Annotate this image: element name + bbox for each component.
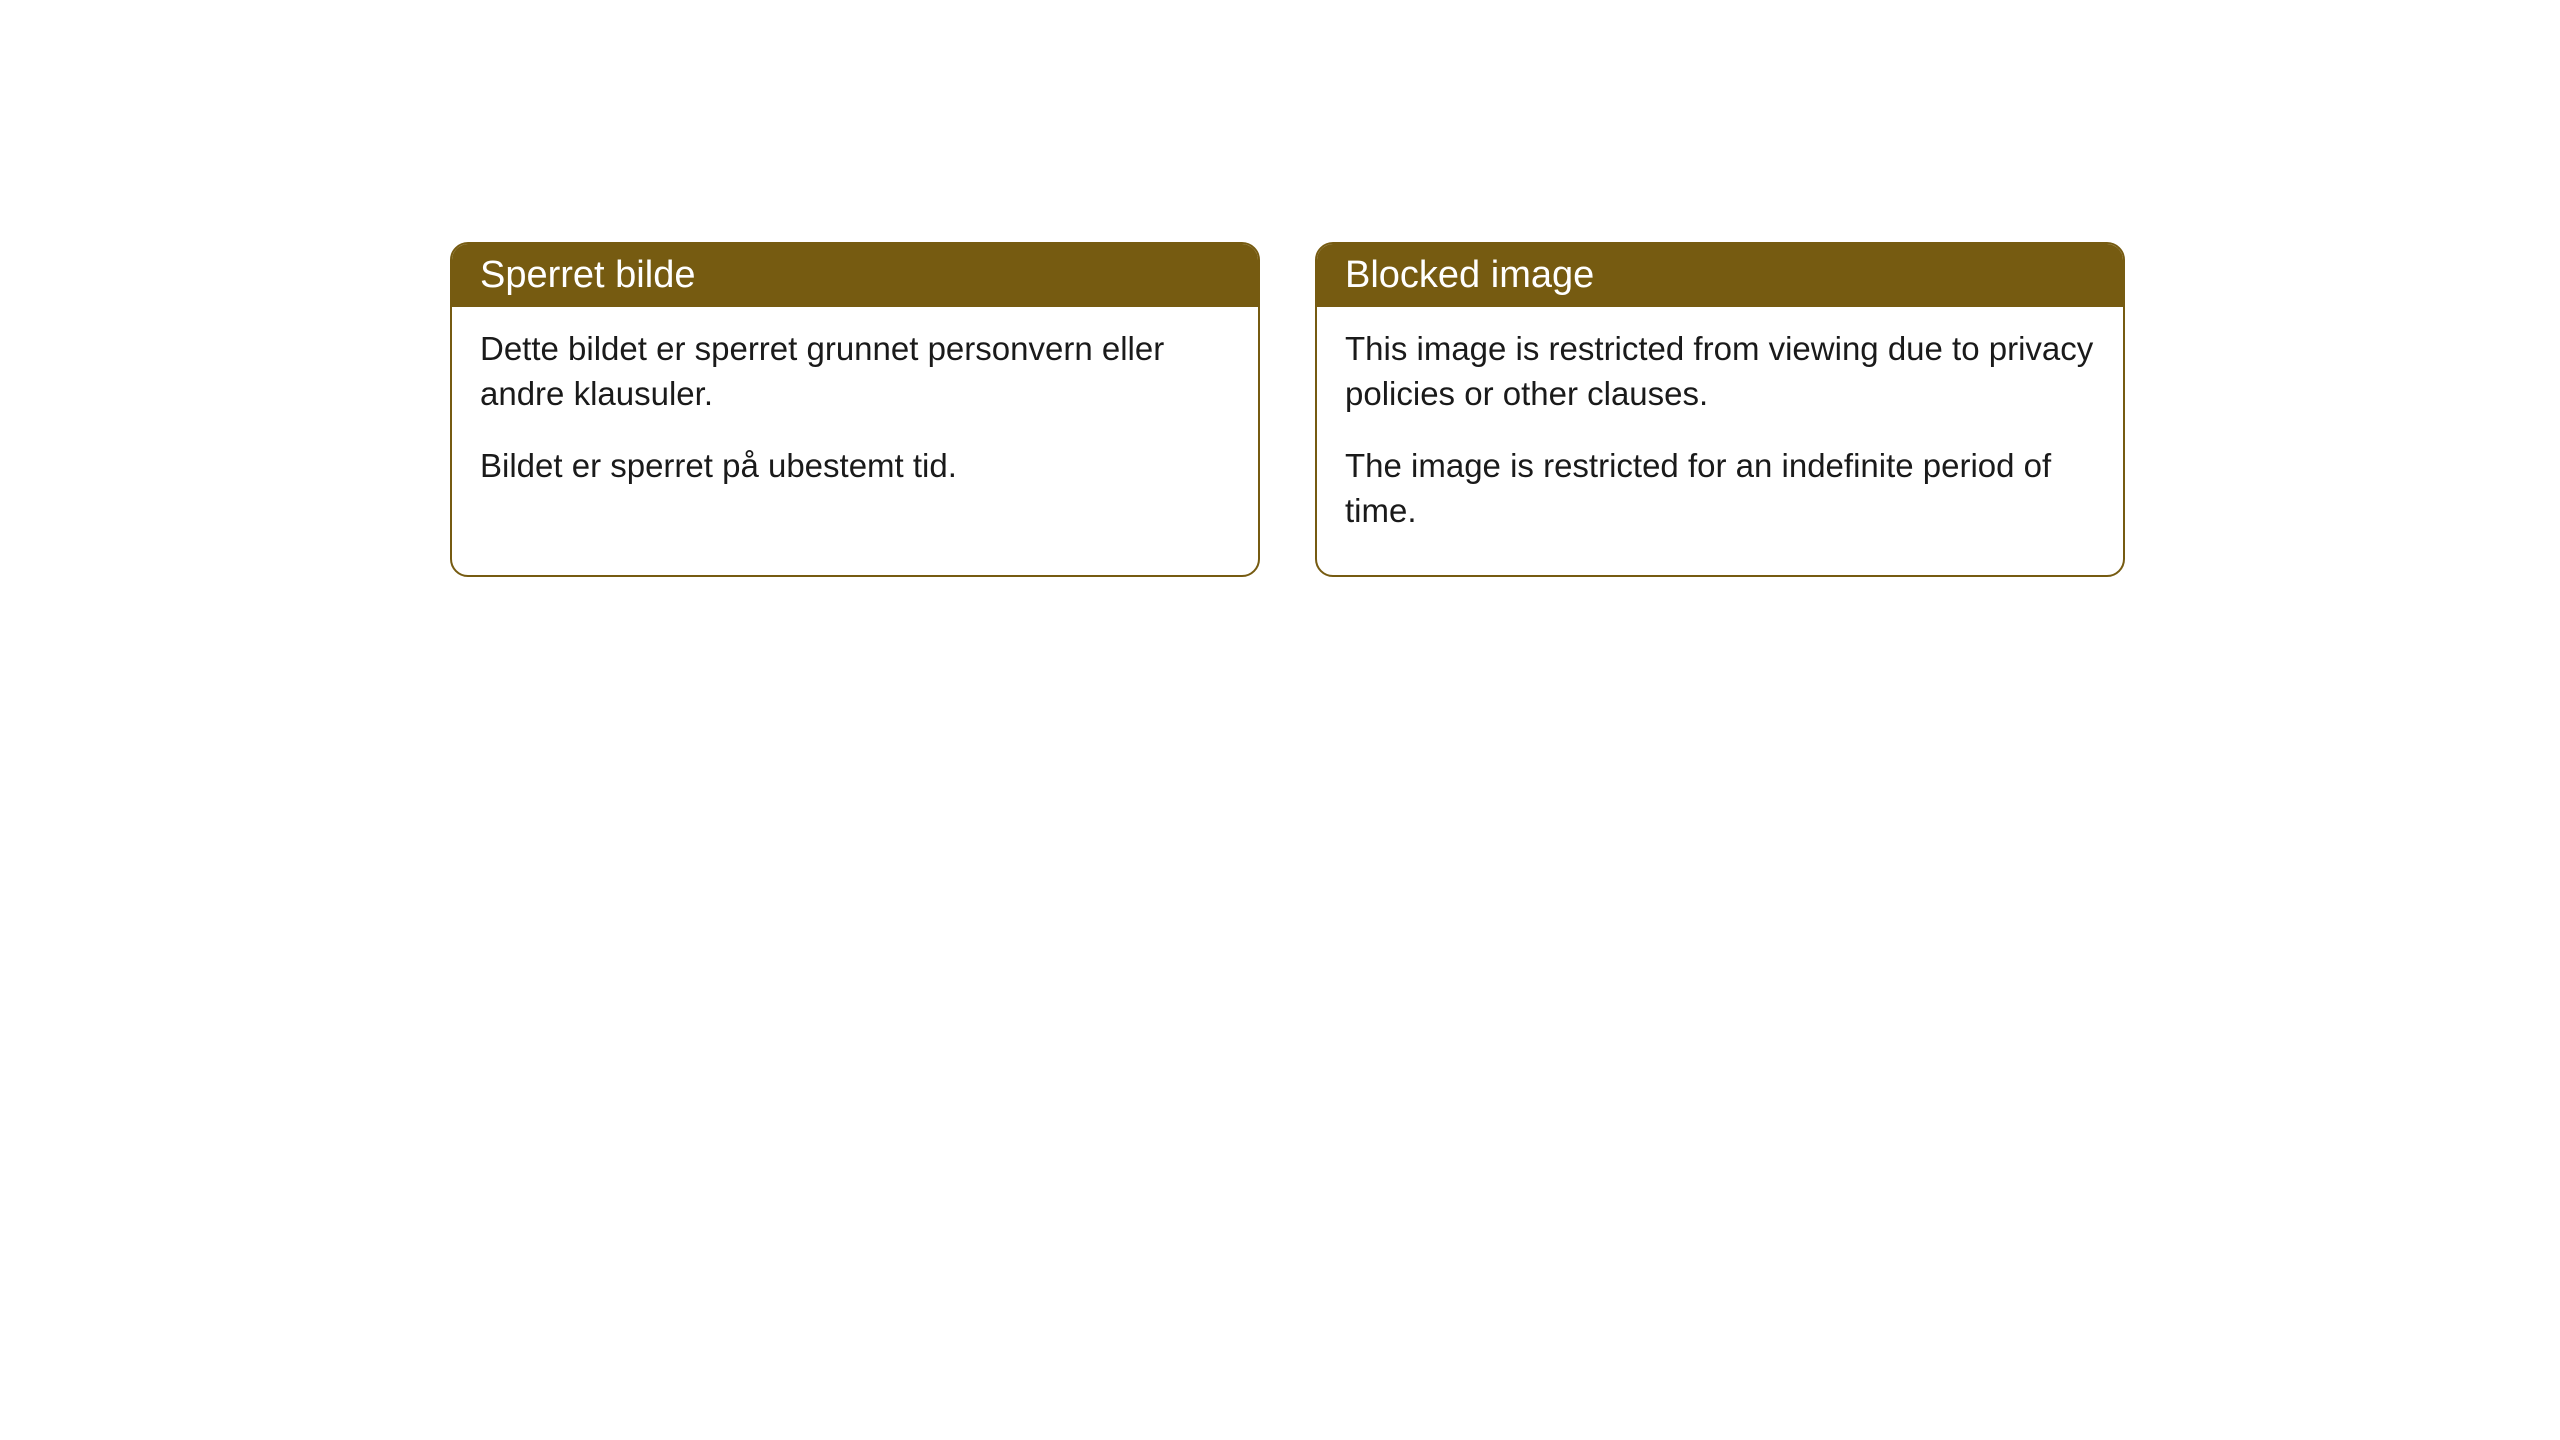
card-text-line1-en: This image is restricted from viewing du… bbox=[1345, 327, 2095, 416]
card-header-en: Blocked image bbox=[1317, 244, 2123, 307]
card-body-en: This image is restricted from viewing du… bbox=[1317, 307, 2123, 575]
card-text-line2-no: Bildet er sperret på ubestemt tid. bbox=[480, 444, 1230, 489]
notice-cards-container: Sperret bilde Dette bildet er sperret gr… bbox=[450, 242, 2125, 577]
card-header-no: Sperret bilde bbox=[452, 244, 1258, 307]
blocked-image-card-en: Blocked image This image is restricted f… bbox=[1315, 242, 2125, 577]
blocked-image-card-no: Sperret bilde Dette bildet er sperret gr… bbox=[450, 242, 1260, 577]
card-text-line1-no: Dette bildet er sperret grunnet personve… bbox=[480, 327, 1230, 416]
card-body-no: Dette bildet er sperret grunnet personve… bbox=[452, 307, 1258, 531]
card-text-line2-en: The image is restricted for an indefinit… bbox=[1345, 444, 2095, 533]
